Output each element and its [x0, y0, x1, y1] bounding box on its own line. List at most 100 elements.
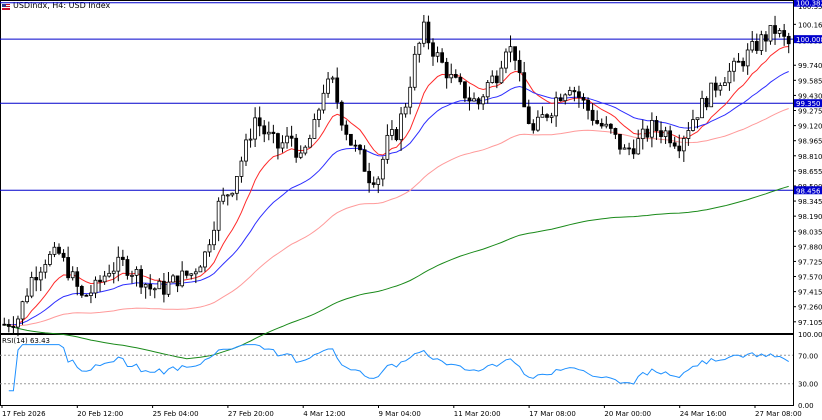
- candle-body: [700, 97, 704, 119]
- candle-body: [745, 49, 750, 67]
- candle-body: [481, 96, 486, 105]
- candle-body: [221, 194, 226, 202]
- candle-body: [618, 134, 622, 150]
- candle-body: [198, 266, 203, 273]
- candle-body: [79, 286, 84, 296]
- candle-body: [764, 34, 768, 42]
- candle-body: [107, 272, 112, 277]
- time-tick-label: 27 Feb 20:00: [228, 410, 274, 418]
- candle-body: [125, 259, 130, 276]
- candle-body: [586, 99, 590, 111]
- candle-body: [189, 273, 194, 276]
- price-tick-label: 98.035: [798, 228, 822, 236]
- candle-body: [380, 158, 385, 180]
- candle-body: [399, 113, 403, 141]
- candle-body: [741, 60, 745, 67]
- candle-body: [57, 246, 61, 254]
- candle-body: [230, 192, 235, 196]
- candle-body: [417, 42, 422, 55]
- candle-body: [298, 152, 303, 158]
- candle-body: [143, 283, 148, 288]
- candle-body: [2, 323, 7, 326]
- candle-body: [289, 135, 294, 139]
- price-tick-label: 99.740: [798, 62, 822, 70]
- candle-body: [93, 279, 98, 294]
- candle-body: [709, 82, 714, 108]
- candle-body: [43, 264, 48, 273]
- candle-body: [572, 90, 577, 93]
- candle-body: [253, 117, 258, 140]
- candle-body: [390, 129, 394, 136]
- candle-body: [330, 77, 335, 80]
- candle-body: [394, 129, 399, 141]
- candle-body: [285, 135, 289, 144]
- candle-body: [193, 271, 198, 275]
- candle-body: [526, 106, 531, 124]
- candle-body: [130, 274, 134, 277]
- candle-body: [66, 257, 71, 279]
- candle-body: [248, 138, 253, 141]
- candle-body: [52, 246, 57, 255]
- level-tag-label: 100.008: [796, 36, 822, 44]
- time-tick-label: 27 Mar 08:00: [755, 410, 802, 418]
- candle-body: [412, 53, 417, 88]
- candle-body: [207, 244, 212, 253]
- candle-body: [367, 170, 372, 184]
- candle-body: [408, 86, 413, 108]
- candle-body: [704, 97, 709, 108]
- candle-body: [681, 138, 686, 152]
- candle-body: [234, 176, 239, 194]
- level-tag: [794, 186, 822, 195]
- candle-body: [180, 270, 185, 287]
- candle-body: [663, 130, 668, 137]
- candle-body: [549, 115, 554, 118]
- candle-body: [463, 81, 467, 99]
- candle-body: [25, 295, 29, 303]
- candle-body: [650, 120, 654, 138]
- candle-body: [239, 160, 244, 177]
- candle-body: [70, 271, 75, 279]
- level-tag: [794, 35, 822, 44]
- candle-body: [48, 253, 52, 265]
- candle-body: [212, 229, 216, 246]
- candle-body: [244, 139, 248, 162]
- candle-body: [266, 131, 271, 135]
- candle-body: [467, 97, 472, 102]
- candle-body: [184, 270, 189, 276]
- candle-body: [768, 25, 773, 42]
- time-tick-label: 9 Mar 04:00: [379, 410, 421, 418]
- rsi-tick-label: 0.00: [798, 402, 814, 410]
- candle-body: [627, 147, 631, 150]
- chart-title: USDindx, H4: USD Index: [13, 1, 111, 10]
- candle-body: [599, 122, 604, 127]
- price-tick-label: 98.810: [798, 153, 822, 161]
- candle-body: [508, 46, 513, 53]
- candle-body: [385, 134, 390, 160]
- price-panel-frame: [0, 0, 794, 334]
- candle-body: [604, 123, 609, 127]
- time-tick-label: 17 Mar 08:00: [529, 410, 576, 418]
- candle-body: [590, 109, 595, 121]
- candle-body: [622, 147, 627, 150]
- candle-body: [691, 119, 695, 131]
- price-tick-label: 98.345: [798, 198, 822, 206]
- time-tick-label: 20 Feb 12:00: [77, 410, 123, 418]
- candle-body: [759, 34, 764, 51]
- candle-body: [490, 75, 495, 83]
- rsi-panel-frame: [0, 334, 794, 406]
- candle-body: [312, 119, 317, 139]
- time-tick-label: 25 Feb 04:00: [153, 410, 199, 418]
- price-tick-label: 97.880: [798, 243, 822, 251]
- candle-body: [307, 138, 312, 148]
- candle-body: [499, 67, 504, 84]
- level-tag: [794, 99, 822, 108]
- candle-body: [431, 42, 435, 57]
- candle-body: [640, 128, 645, 140]
- candle-body: [444, 61, 449, 79]
- candle-body: [659, 130, 663, 137]
- candle-body: [166, 281, 171, 295]
- rsi-tick-label: 70.00: [798, 352, 818, 360]
- price-tick-label: 99.430: [798, 92, 822, 100]
- ma-long-line: [4, 185, 789, 360]
